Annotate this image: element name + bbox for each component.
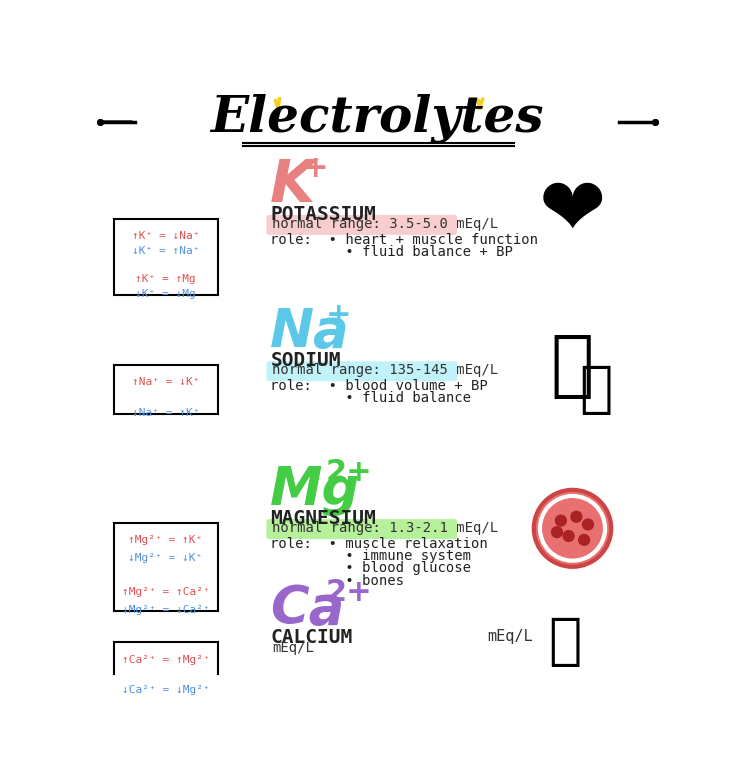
FancyBboxPatch shape	[266, 519, 457, 539]
Text: POTASSIUM: POTASSIUM	[270, 205, 376, 224]
Text: Ca: Ca	[270, 583, 344, 635]
Circle shape	[571, 512, 581, 522]
Circle shape	[563, 531, 574, 541]
Text: 2+: 2+	[326, 578, 373, 606]
FancyBboxPatch shape	[266, 362, 457, 381]
Text: role:  • blood volume + BP: role: • blood volume + BP	[270, 379, 488, 393]
Circle shape	[556, 515, 566, 526]
Circle shape	[578, 534, 590, 545]
Circle shape	[551, 527, 562, 537]
Text: ↑Mg²⁺ = ↑Ca²⁺: ↑Mg²⁺ = ↑Ca²⁺	[121, 587, 210, 597]
Text: 💧: 💧	[579, 363, 612, 417]
Text: ↑K⁺ = ↓Na⁺: ↑K⁺ = ↓Na⁺	[132, 231, 199, 241]
Text: +: +	[326, 300, 352, 330]
Text: ↓Mg²⁺ = ↓Ca²⁺: ↓Mg²⁺ = ↓Ca²⁺	[121, 605, 210, 615]
FancyBboxPatch shape	[113, 365, 218, 415]
Text: • immune system: • immune system	[270, 549, 471, 563]
Text: 💧: 💧	[551, 332, 594, 401]
Text: • blood glucose: • blood glucose	[270, 562, 471, 575]
Text: SODIUM: SODIUM	[270, 351, 341, 370]
Text: CALCIUM: CALCIUM	[270, 628, 353, 647]
Text: normal range: 3.5-5.0 mEq/L: normal range: 3.5-5.0 mEq/L	[272, 218, 498, 231]
Text: 🦷: 🦷	[548, 615, 581, 669]
Text: • bones: • bones	[270, 574, 404, 587]
FancyBboxPatch shape	[266, 215, 457, 235]
Text: • fluid balance: • fluid balance	[270, 391, 471, 406]
Text: mEq/L: mEq/L	[272, 641, 314, 655]
Circle shape	[583, 519, 593, 530]
Text: K: K	[270, 157, 316, 215]
Text: +: +	[302, 154, 328, 183]
Text: Mg: Mg	[270, 464, 361, 516]
Text: ↑Ca²⁺ = ↑Mg²⁺: ↑Ca²⁺ = ↑Mg²⁺	[121, 655, 210, 665]
Text: ↑Na⁺ = ↓K⁺: ↑Na⁺ = ↓K⁺	[132, 377, 199, 387]
Text: ↑K⁺ = ↑Mg: ↑K⁺ = ↑Mg	[135, 274, 196, 284]
Text: MAGNESIUM: MAGNESIUM	[270, 509, 376, 528]
Circle shape	[535, 491, 609, 565]
Text: role:  • heart + muscle function: role: • heart + muscle function	[270, 233, 538, 246]
FancyBboxPatch shape	[113, 523, 218, 611]
Text: ↑Mg²⁺ = ↑K⁺: ↑Mg²⁺ = ↑K⁺	[129, 535, 202, 545]
Text: Electrolytes: Electrolytes	[210, 93, 544, 143]
Text: ↓K⁺ = ↑Na⁺: ↓K⁺ = ↑Na⁺	[132, 246, 199, 255]
Text: ↓Ca²⁺ = ↓Mg²⁺: ↓Ca²⁺ = ↓Mg²⁺	[121, 685, 210, 695]
Text: ↓K⁺ = ↓Mg: ↓K⁺ = ↓Mg	[135, 289, 196, 299]
Text: • fluid balance + BP: • fluid balance + BP	[270, 245, 513, 259]
Text: ❤️: ❤️	[539, 174, 606, 252]
Text: role:  • muscle relaxation: role: • muscle relaxation	[270, 537, 488, 551]
FancyBboxPatch shape	[113, 219, 218, 295]
Text: ↓Mg²⁺ = ↓K⁺: ↓Mg²⁺ = ↓K⁺	[129, 553, 202, 562]
Text: normal range: 135-145 mEq/L: normal range: 135-145 mEq/L	[272, 364, 498, 377]
Text: normal range: 1.3-2.1 mEq/L: normal range: 1.3-2.1 mEq/L	[272, 522, 498, 535]
Text: Na: Na	[270, 306, 350, 358]
FancyBboxPatch shape	[113, 642, 218, 691]
Text: mEq/L: mEq/L	[487, 628, 533, 644]
Text: ↓Na⁺ = ↑K⁺: ↓Na⁺ = ↑K⁺	[132, 409, 199, 418]
Text: 2+: 2+	[326, 459, 373, 487]
